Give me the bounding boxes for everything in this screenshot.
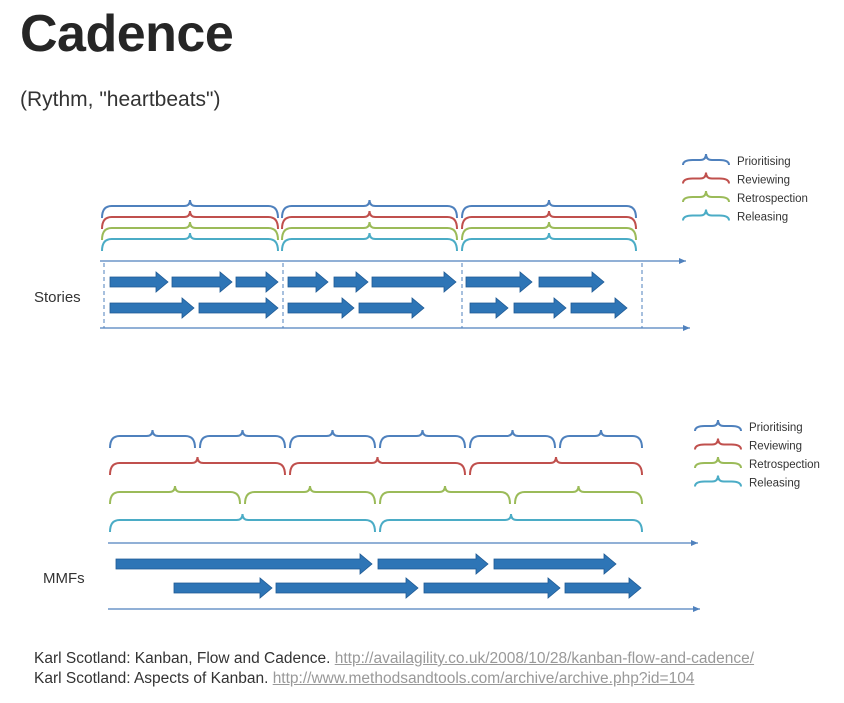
work-item-arrow [358, 297, 425, 319]
cadence-brace [281, 221, 458, 241]
work-item-arrow [109, 271, 169, 293]
work-item-arrow [275, 577, 419, 599]
legend-item-reviewing: Reviewing [694, 438, 802, 453]
legend-item-prioritising: Prioritising [694, 419, 803, 434]
work-item-arrow [564, 577, 642, 599]
cadence-brace [694, 456, 742, 469]
cadence-brace [101, 232, 279, 252]
work-item-arrow [469, 297, 509, 319]
work-item-arrow [287, 271, 329, 293]
page-title: Cadence [20, 5, 234, 63]
work-item-arrow [538, 271, 605, 293]
cadence-brace [289, 429, 376, 449]
work-item-arrow [115, 553, 373, 575]
legend-item-prioritising: Prioritising [682, 153, 791, 168]
reference-line-1: Karl Scotland: Kanban, Flow and Cadence.… [34, 649, 754, 669]
reference-line-2: Karl Scotland: Aspects of Kanban. http:/… [34, 669, 754, 689]
cadence-brace [694, 438, 742, 450]
legend-label: Releasing [737, 212, 788, 224]
cadence-brace [109, 429, 196, 449]
work-item-arrow [377, 553, 489, 575]
cadence-brace [101, 199, 279, 219]
legend-item-retrospection: Retrospection [694, 456, 820, 471]
cadence-brace [199, 429, 286, 449]
legend-label: Prioritising [749, 422, 803, 434]
cadence-brace [682, 209, 730, 221]
cadence-brace [289, 456, 466, 476]
cadence-brace [461, 210, 637, 230]
cadence-brace [101, 210, 279, 230]
work-item-arrow [171, 271, 233, 293]
work-item-arrow [287, 297, 355, 319]
cadence-brace [694, 475, 742, 487]
references: Karl Scotland: Kanban, Flow and Cadence.… [34, 649, 754, 689]
cadence-brace [682, 153, 730, 166]
top-dividers [103, 263, 643, 328]
stories-label: Stories [34, 289, 81, 306]
bottom-diagram: Prioritising Reviewing Retrospection Releas… [43, 419, 820, 612]
work-item-arrow [109, 297, 195, 319]
reference-link[interactable]: http://www.methodsandtools.com/archive/a… [272, 670, 695, 687]
legend-item-releasing: Releasing [682, 209, 788, 224]
work-item-arrow [173, 577, 273, 599]
cadence-brace [379, 485, 511, 505]
legend-label: Retrospection [749, 459, 820, 471]
work-item-arrow [423, 577, 561, 599]
bottom-braces [109, 429, 643, 533]
cadence-brace [244, 485, 376, 505]
cadence-brace [514, 485, 643, 505]
reference-text: Karl Scotland: Aspects of Kanban. [34, 670, 273, 687]
legend-label: Retrospection [737, 193, 808, 205]
cadence-brace [469, 456, 643, 476]
cadence-brace [694, 419, 742, 432]
cadence-brace [461, 232, 637, 252]
cadence-brace [109, 485, 241, 505]
cadence-brace [469, 429, 556, 449]
reference-link[interactable]: http://availagility.co.uk/2008/10/28/kan… [334, 650, 755, 667]
legend-item-retrospection: Retrospection [682, 190, 808, 205]
stories-arrows [109, 271, 628, 319]
top-legend: Prioritising Reviewing Retrospection Releas… [682, 153, 808, 224]
cadence-brace [461, 199, 637, 219]
cadence-brace [281, 210, 458, 230]
cadence-brace [682, 190, 730, 203]
legend-label: Releasing [749, 478, 800, 490]
legend-item-reviewing: Reviewing [682, 172, 790, 187]
cadence-brace [379, 429, 466, 449]
mmfs-arrows [115, 553, 642, 599]
legend-label: Reviewing [749, 441, 802, 453]
cadence-brace [109, 456, 286, 476]
work-item-arrow [333, 271, 369, 293]
work-item-arrow [465, 271, 533, 293]
legend-label: Prioritising [737, 156, 791, 168]
legend-item-releasing: Releasing [694, 475, 800, 490]
cadence-brace [461, 221, 637, 241]
work-item-arrow [493, 553, 617, 575]
cadence-brace [101, 221, 279, 241]
work-item-arrow [371, 271, 457, 293]
work-item-arrow [198, 297, 279, 319]
cadence-brace [379, 513, 643, 533]
cadence-brace [109, 513, 376, 533]
cadence-brace [559, 429, 643, 449]
work-item-arrow [570, 297, 628, 319]
cadence-brace [682, 172, 730, 184]
cadence-brace [281, 199, 458, 219]
legend-label: Reviewing [737, 175, 790, 187]
work-item-arrow [235, 271, 279, 293]
bottom-legend: Prioritising Reviewing Retrospection Releas… [694, 419, 820, 490]
top-braces [101, 199, 637, 252]
work-item-arrow [513, 297, 567, 319]
mmfs-label: MMFs [43, 570, 85, 587]
cadence-brace [281, 232, 458, 252]
top-diagram: Prioritising Reviewing Retrospection Releas… [34, 153, 808, 331]
page-subtitle: (Rythm, "heartbeats") [20, 88, 221, 111]
reference-text: Karl Scotland: Kanban, Flow and Cadence. [34, 650, 335, 667]
